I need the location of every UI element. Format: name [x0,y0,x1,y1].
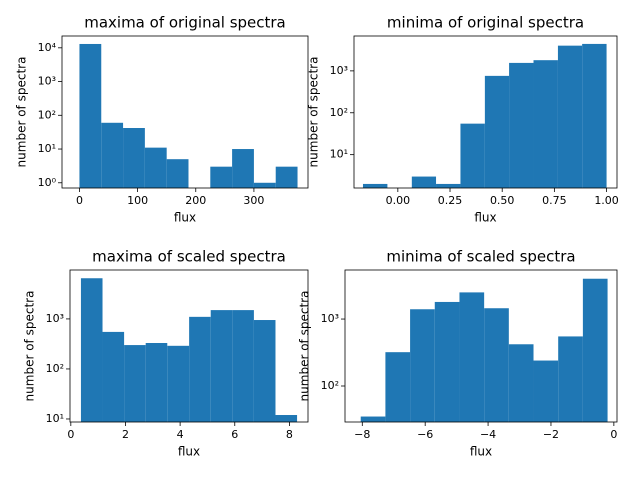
bar [232,149,254,188]
x-tick-label: 0 [67,428,74,441]
x-tick-label: 6 [231,428,238,441]
y-tick-label: 10² [38,108,56,121]
x-tick-label: 0.00 [386,194,411,207]
x-tick-label: 0 [76,194,83,207]
chart-title: maxima of scaled spectra [92,248,286,266]
y-tick-label: 10¹ [46,412,64,425]
bar [484,75,510,188]
bar [410,309,435,422]
y-tick-label: 10³ [38,75,56,88]
bar [557,45,583,189]
bar [253,320,276,422]
x-tick-label: −6 [417,428,433,441]
bar [509,62,534,188]
x-tick-label: 100 [127,194,148,207]
x-tick-label: −8 [354,428,370,441]
bar [385,352,411,422]
bar [460,123,485,188]
bar [210,310,233,422]
x-tick-label: 200 [185,194,206,207]
y-tick-label: 10² [46,362,64,375]
bar [436,183,461,188]
bar [80,278,103,422]
x-axis-label: flux [174,211,196,225]
x-axis-label: flux [470,445,492,459]
bar [166,159,189,188]
y-tick-label: 10⁴ [38,41,57,54]
x-tick-label: 0.50 [490,194,515,207]
bar [275,415,298,422]
y-axis-label: number of spectra [298,291,312,402]
chart-title: minima of original spectra [387,14,584,32]
x-axis-label: flux [474,211,496,225]
y-tick-label: 10¹ [330,148,348,161]
bar [582,278,608,422]
bar [275,166,298,188]
bar [124,345,146,422]
x-tick-label: 8 [286,428,293,441]
y-tick-label: 10³ [321,312,339,325]
bar [508,344,534,422]
bar [533,360,559,422]
axes-frame [353,35,618,189]
bar [362,183,388,188]
x-tick-label: 0 [610,428,617,441]
x-tick-label: −2 [543,428,559,441]
axes-frame [61,35,309,189]
bar [123,128,145,188]
x-tick-label: 0.25 [438,194,463,207]
bar [459,292,485,422]
bar [210,166,233,188]
bar [360,416,386,422]
x-tick-label: 1.00 [594,194,619,207]
chart-title: maxima of original spectra [84,14,286,32]
chart-title: minima of scaled spectra [386,248,575,266]
bar [434,301,460,422]
bar [189,316,211,422]
bar [79,43,102,189]
x-tick-label: 2 [122,428,129,441]
x-tick-label: 300 [243,194,264,207]
y-axis-label: number of spectra [307,57,321,168]
bar [144,147,167,188]
bar [101,122,124,188]
y-tick-label: 10⁰ [38,176,57,189]
bar [484,308,509,422]
axes-frame [344,269,618,423]
bar [533,60,558,188]
bar [145,343,168,422]
bar [253,182,276,188]
y-tick-label: 10² [330,106,348,119]
bar [232,310,254,422]
bar [411,176,437,188]
bar [558,336,583,422]
y-tick-label: 10³ [46,312,64,325]
bar [167,345,190,422]
axes-frame [69,269,309,423]
y-tick-label: 10² [321,379,339,392]
y-axis-label: number of spectra [15,57,29,168]
x-tick-label: −4 [480,428,496,441]
bar [582,43,607,188]
y-tick-label: 10³ [330,64,348,77]
x-tick-label: 4 [177,428,184,441]
bar [102,331,125,422]
x-axis-label: flux [178,445,200,459]
y-tick-label: 10¹ [38,142,56,155]
x-tick-label: 0.75 [542,194,567,207]
y-axis-label: number of spectra [23,291,37,402]
